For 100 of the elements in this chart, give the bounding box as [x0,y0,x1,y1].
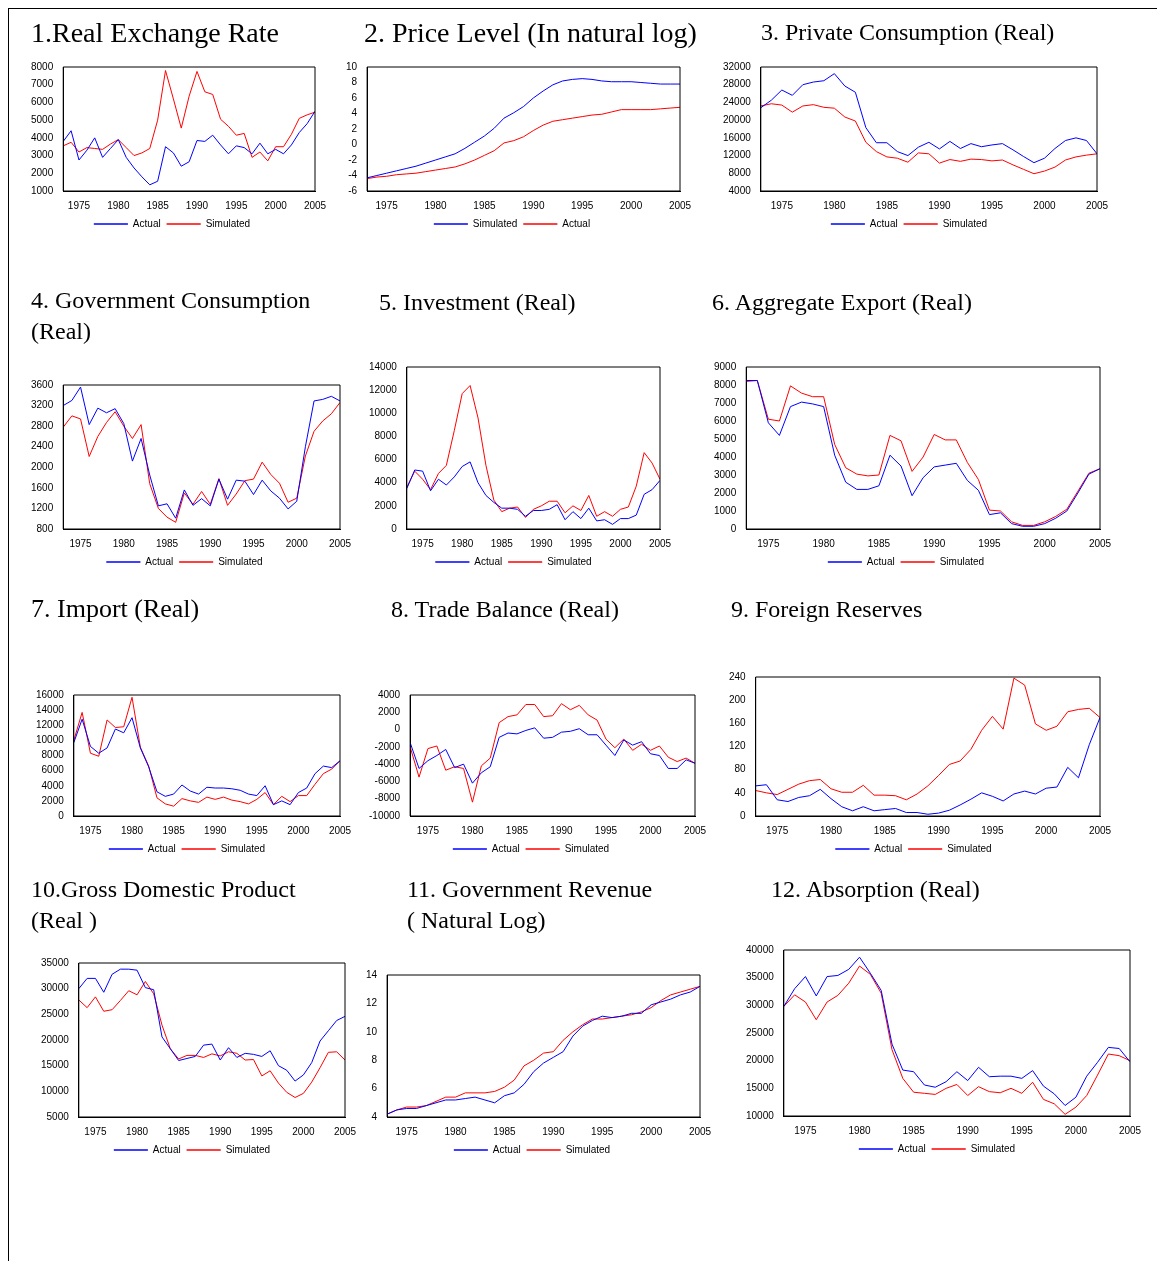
legend-label: Simulated [472,217,518,229]
y-tick-label: 0 [730,522,737,534]
y-tick-label: 24000 [723,96,752,108]
y-tick-label: 4000 [714,450,737,462]
x-tick-label: 1975 [84,1125,107,1137]
x-tick-label: 2005 [1085,199,1109,211]
x-tick-label: 1980 [461,824,485,836]
x-tick-label: 1990 [185,199,209,211]
x-tick-label: 1985 [490,537,514,549]
y-tick-label: 2 [351,122,358,134]
y-tick-label: 0 [391,522,398,534]
y-tick-label: 10000 [36,734,65,746]
x-tick-label: 2005 [328,537,352,549]
y-tick-label: 1600 [31,481,54,493]
x-tick-label: 1980 [112,537,136,549]
y-tick-label: 2000 [374,499,398,511]
y-tick-label: 1000 [714,504,737,516]
y-tick-label: 8000 [714,378,737,390]
x-tick-label: 2000 [285,537,309,549]
x-tick-label: 1985 [162,824,186,836]
x-tick-label: 1985 [146,199,170,211]
y-tick-label: 8 [351,76,358,88]
y-tick-label: 12 [366,997,378,1009]
y-tick-label: 2000 [377,706,401,718]
legend-label: Simulated [942,217,988,229]
x-tick-label: 1990 [199,537,222,549]
y-tick-label: 2000 [31,461,54,473]
legend-label: Simulated [565,1143,611,1155]
legend-label: Simulated [564,842,610,854]
x-tick-label: 1995 [1010,1124,1034,1136]
y-tick-label: -6000 [374,775,401,787]
legend-label: Actual [562,217,591,229]
y-tick-label: 30000 [746,999,775,1011]
x-tick-label: 2000 [639,1125,663,1137]
legend-label: Simulated [547,555,592,567]
x-tick-label: 1995 [242,537,266,549]
legend-label: Simulated [225,1143,271,1155]
legend-label: Actual [491,842,520,854]
x-tick-label: 1995 [250,1125,274,1137]
y-tick-label: -6 [348,184,358,196]
x-tick-label: 1990 [956,1124,980,1136]
x-tick-label: 1990 [928,199,951,211]
x-tick-label: 1995 [591,1125,614,1137]
y-tick-label: 8000 [374,430,398,442]
y-tick-label: 10 [366,1025,378,1037]
x-tick-label: 1990 [209,1125,232,1137]
y-tick-label: 8000 [31,60,54,72]
x-tick-label: 1990 [927,824,951,836]
legend-label: Simulated [970,1142,1016,1154]
x-tick-label: 2000 [264,199,288,211]
y-tick-label: 25000 [746,1026,775,1038]
y-tick-label: 12000 [369,383,398,395]
y-tick-label: 25000 [41,1008,70,1020]
x-tick-label: 1975 [770,199,794,211]
y-tick-label: 10000 [746,1109,775,1121]
y-tick-label: 0 [58,809,65,821]
y-tick-label: 4 [371,1110,378,1122]
x-tick-label: 1995 [981,824,1004,836]
legend-label: Actual [474,555,503,567]
x-tick-label: 2005 [303,199,327,211]
y-tick-label: 3600 [31,378,54,390]
y-tick-label: 20000 [41,1033,70,1045]
y-tick-label: 8000 [41,749,65,761]
y-tick-label: -4000 [374,757,401,769]
legend-label: Simulated [220,842,266,854]
y-tick-label: 200 [729,693,747,705]
x-tick-label: 2005 [648,537,672,549]
x-tick-label: 1995 [569,537,593,549]
x-tick-label: 1995 [571,199,594,211]
x-tick-label: 1995 [594,824,618,836]
x-tick-label: 1985 [167,1125,191,1137]
x-tick-label: 1995 [980,199,1004,211]
y-tick-label: 0 [740,809,747,821]
x-tick-label: 1975 [757,537,780,549]
y-tick-label: 12000 [36,719,65,730]
y-tick-label: 15000 [41,1059,70,1071]
x-tick-label: 1980 [812,537,836,549]
y-tick-label: 14 [366,968,378,980]
y-tick-label: 6000 [31,96,54,108]
y-tick-label: 20000 [746,1054,775,1066]
x-tick-label: 1975 [79,824,102,836]
x-tick-label: 1995 [225,199,248,211]
x-tick-label: 1975 [411,537,435,549]
x-tick-label: 2005 [1088,537,1112,549]
x-tick-label: 1980 [848,1124,872,1136]
y-tick-label: -10000 [369,809,401,821]
chart-title: 11. Government Revenue ( Natural Log) [407,875,653,936]
y-tick-label: 6 [351,91,358,103]
chart-title: 6. Aggregate Export (Real) [712,288,972,317]
y-tick-label: 4000 [374,476,398,488]
x-tick-label: 2000 [1064,1124,1088,1136]
y-tick-label: 6 [371,1082,378,1094]
legend-label: Actual [492,1143,521,1155]
y-tick-label: 4000 [41,779,65,791]
legend-label: Actual [152,1143,181,1155]
x-tick-label: 1990 [550,824,574,836]
y-tick-label: 0 [351,138,358,150]
x-tick-label: 2000 [1035,824,1058,836]
y-tick-label: 9000 [714,360,737,372]
y-tick-label: 30000 [41,982,70,994]
